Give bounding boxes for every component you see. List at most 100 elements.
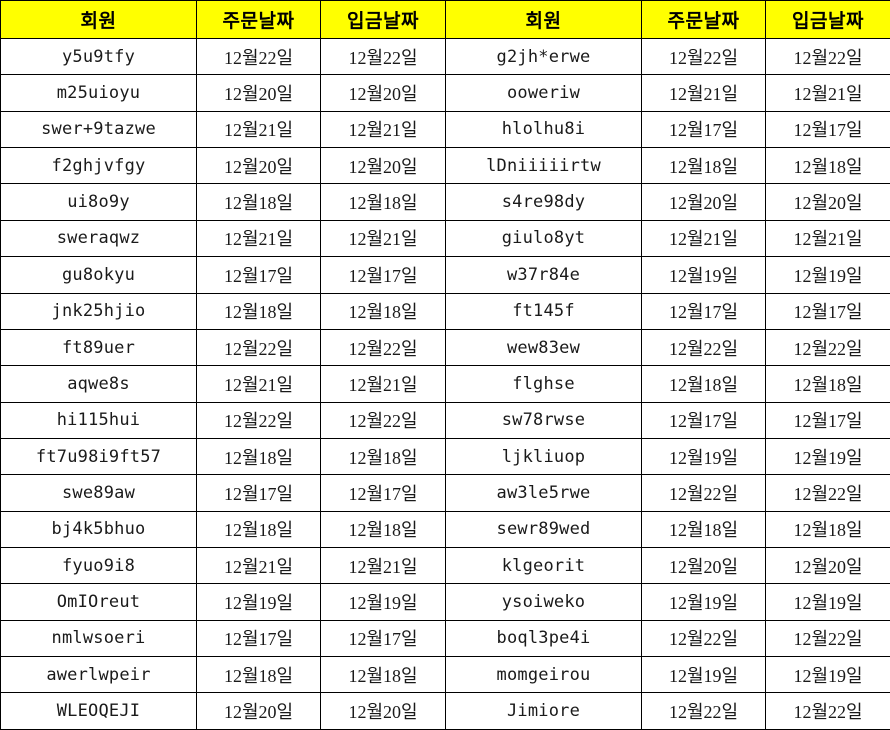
cell-payment-date-right[interactable]: 12월19일 [765,437,890,476]
cell-payment-date-left[interactable]: 12월18일 [320,510,446,549]
cell-order-date-left[interactable]: 12월18일 [196,437,321,476]
cell-payment-date-right[interactable]: 12월19일 [765,256,890,294]
cell-member-right[interactable]: g2jh*erwe [445,37,642,76]
column-header-payment-date-right[interactable]: 입금날짜 [765,0,890,39]
cell-member-left[interactable]: jnk25hjio [0,292,197,330]
cell-order-date-right[interactable]: 12월22일 [641,328,766,367]
cell-member-left[interactable]: bj4k5bhuo [0,510,197,549]
cell-member-right[interactable]: w37r84e [445,256,642,294]
cell-payment-date-left[interactable]: 12월22일 [320,328,446,367]
cell-member-left[interactable]: aqwe8s [0,365,197,403]
cell-order-date-right[interactable]: 12월19일 [641,437,766,476]
cell-member-left[interactable]: swe89aw [0,474,197,512]
cell-member-right[interactable]: ljkliuop [445,437,642,476]
cell-member-right[interactable]: ft145f [445,292,642,330]
cell-order-date-left[interactable]: 12월21일 [196,219,321,258]
cell-member-right[interactable]: hlolhu8i [445,110,642,149]
cell-payment-date-right[interactable]: 12월19일 [765,583,890,621]
cell-payment-date-left[interactable]: 12월18일 [320,292,446,330]
cell-order-date-left[interactable]: 12월21일 [196,547,321,585]
cell-member-left[interactable]: ft7u98i9ft57 [0,437,197,476]
cell-member-right[interactable]: s4re98dy [445,183,642,221]
cell-order-date-right[interactable]: 12월22일 [641,692,766,730]
cell-order-date-right[interactable]: 12월22일 [641,37,766,76]
cell-payment-date-right[interactable]: 12월22일 [765,37,890,76]
cell-payment-date-right[interactable]: 12월20일 [765,183,890,221]
cell-order-date-left[interactable]: 12월18일 [196,656,321,694]
cell-order-date-right[interactable]: 12월17일 [641,292,766,330]
column-header-payment-date-left[interactable]: 입금날짜 [320,0,446,39]
cell-payment-date-right[interactable]: 12월18일 [765,510,890,549]
cell-order-date-right[interactable]: 12월20일 [641,183,766,221]
cell-member-left[interactable]: nmlwsoeri [0,619,197,658]
cell-payment-date-right[interactable]: 12월22일 [765,328,890,367]
cell-order-date-right[interactable]: 12월19일 [641,256,766,294]
cell-member-right[interactable]: lDniiiiirtw [445,147,642,185]
cell-order-date-left[interactable]: 12월20일 [196,147,321,185]
cell-order-date-left[interactable]: 12월18일 [196,292,321,330]
cell-order-date-left[interactable]: 12월20일 [196,74,321,112]
cell-order-date-right[interactable]: 12월22일 [641,474,766,512]
cell-payment-date-right[interactable]: 12월21일 [765,219,890,258]
cell-order-date-left[interactable]: 12월17일 [196,474,321,512]
cell-member-left[interactable]: fyuo9i8 [0,547,197,585]
column-header-member-right[interactable]: 회원 [445,0,642,39]
cell-member-right[interactable]: aw3le5rwe [445,474,642,512]
cell-order-date-right[interactable]: 12월22일 [641,619,766,658]
cell-payment-date-right[interactable]: 12월19일 [765,656,890,694]
cell-payment-date-right[interactable]: 12월18일 [765,365,890,403]
cell-payment-date-left[interactable]: 12월20일 [320,74,446,112]
cell-member-left[interactable]: swer+9tazwe [0,110,197,149]
cell-member-right[interactable]: ysoiweko [445,583,642,621]
cell-payment-date-right[interactable]: 12월21일 [765,74,890,112]
cell-order-date-left[interactable]: 12월21일 [196,365,321,403]
cell-member-right[interactable]: sewr89wed [445,510,642,549]
cell-order-date-right[interactable]: 12월19일 [641,583,766,621]
cell-order-date-left[interactable]: 12월17일 [196,619,321,658]
cell-member-right[interactable]: wew83ew [445,328,642,367]
cell-member-left[interactable]: ui8o9y [0,183,197,221]
cell-member-right[interactable]: flghse [445,365,642,403]
cell-payment-date-right[interactable]: 12월18일 [765,147,890,185]
cell-order-date-left[interactable]: 12월17일 [196,256,321,294]
cell-member-left[interactable]: sweraqwz [0,219,197,258]
cell-member-left[interactable]: awerlwpeir [0,656,197,694]
cell-payment-date-right[interactable]: 12월17일 [765,292,890,330]
cell-member-right[interactable]: klgeorit [445,547,642,585]
cell-order-date-right[interactable]: 12월19일 [641,656,766,694]
cell-order-date-right[interactable]: 12월18일 [641,510,766,549]
cell-payment-date-left[interactable]: 12월22일 [320,401,446,439]
cell-member-left[interactable]: WLEOQEJI [0,692,197,730]
cell-order-date-left[interactable]: 12월22일 [196,328,321,367]
cell-payment-date-left[interactable]: 12월22일 [320,37,446,76]
cell-payment-date-left[interactable]: 12월18일 [320,656,446,694]
cell-member-left[interactable]: y5u9tfy [0,37,197,76]
cell-member-right[interactable]: sw78rwse [445,401,642,439]
cell-member-left[interactable]: hi115hui [0,401,197,439]
cell-member-right[interactable]: Jimiore [445,692,642,730]
cell-order-date-right[interactable]: 12월20일 [641,547,766,585]
cell-member-left[interactable]: ft89uer [0,328,197,367]
cell-payment-date-left[interactable]: 12월18일 [320,437,446,476]
cell-payment-date-left[interactable]: 12월20일 [320,692,446,730]
cell-order-date-left[interactable]: 12월18일 [196,183,321,221]
cell-order-date-right[interactable]: 12월18일 [641,147,766,185]
cell-member-left[interactable]: m25uioyu [0,74,197,112]
cell-order-date-left[interactable]: 12월22일 [196,37,321,76]
cell-payment-date-right[interactable]: 12월17일 [765,110,890,149]
cell-order-date-right[interactable]: 12월21일 [641,219,766,258]
cell-member-right[interactable]: momgeirou [445,656,642,694]
cell-order-date-left[interactable]: 12월22일 [196,401,321,439]
cell-payment-date-right[interactable]: 12월22일 [765,619,890,658]
column-header-order-date-right[interactable]: 주문날짜 [641,0,766,39]
cell-payment-date-left[interactable]: 12월17일 [320,474,446,512]
column-header-order-date-left[interactable]: 주문날짜 [196,0,321,39]
cell-order-date-right[interactable]: 12월18일 [641,365,766,403]
cell-payment-date-left[interactable]: 12월21일 [320,365,446,403]
cell-member-left[interactable]: OmIOreut [0,583,197,621]
cell-member-left[interactable]: f2ghjvfgy [0,147,197,185]
cell-payment-date-left[interactable]: 12월21일 [320,110,446,149]
column-header-member-left[interactable]: 회원 [0,0,197,39]
cell-payment-date-left[interactable]: 12월20일 [320,147,446,185]
cell-payment-date-left[interactable]: 12월21일 [320,219,446,258]
